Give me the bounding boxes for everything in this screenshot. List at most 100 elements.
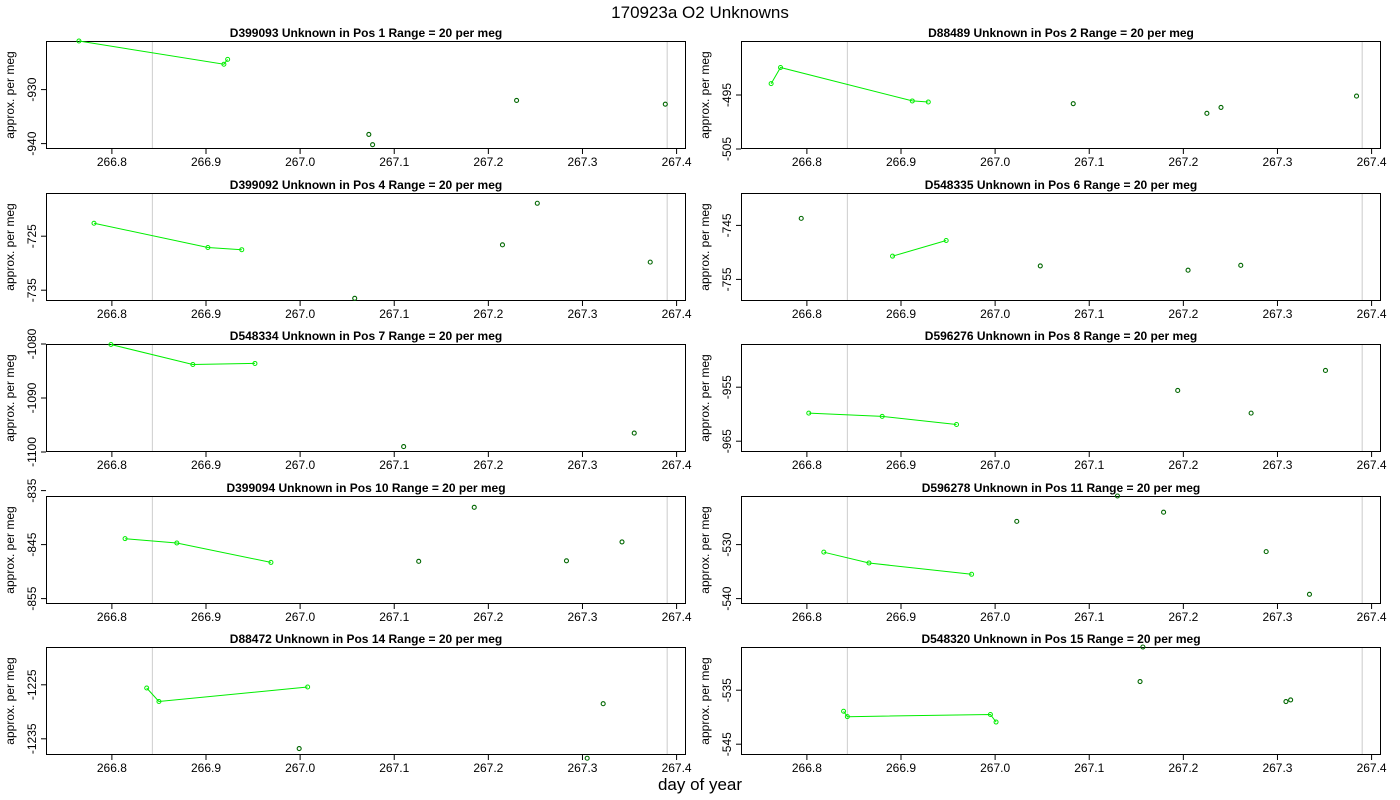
panel-title: D88472 Unknown in Pos 14 Range = 20 per …: [230, 632, 502, 646]
x-tick-label: 267.4: [1357, 458, 1387, 472]
x-tick-label: 267.3: [1262, 610, 1292, 624]
data-point: [619, 539, 625, 545]
y-tick-label: -495: [720, 83, 734, 107]
panel-title: D596278 Unknown in Pos 11 Range = 20 per…: [922, 481, 1200, 495]
y-tick-label: -1090: [25, 382, 39, 413]
x-tick-label: 266.8: [97, 307, 127, 321]
chart-title: 170923a O2 Unknowns: [611, 3, 789, 22]
y-axis-label: approx. per meg: [3, 203, 17, 290]
x-tick-label: 266.9: [886, 155, 916, 169]
x-tick-label: 267.0: [980, 610, 1010, 624]
plot-frame: [46, 647, 686, 755]
y-tick-label: -940: [25, 131, 39, 155]
line-point: [108, 342, 114, 348]
data-point: [401, 444, 407, 450]
x-tick-label: 266.8: [792, 155, 822, 169]
line-point: [969, 571, 975, 577]
x-tick-label: 267.2: [473, 761, 503, 775]
panel-title: D596276 Unknown in Pos 8 Range = 20 per …: [925, 329, 1197, 343]
data-point: [296, 745, 302, 752]
panel-6: D596276 Unknown in Pos 8 Range = 20 per …: [698, 329, 1387, 472]
series-line: [843, 711, 997, 723]
y-tick-label: -845: [25, 532, 39, 556]
x-tick-label: 266.8: [792, 761, 822, 775]
x-tick-label: 267.3: [567, 458, 597, 472]
x-tick-label: 267.2: [473, 458, 503, 472]
x-tick-label: 266.9: [191, 761, 221, 775]
y-tick-label: -725: [25, 224, 39, 248]
y-tick-label: -835: [25, 478, 39, 502]
x-tick-label: 267.2: [473, 610, 503, 624]
data-point: [1238, 262, 1244, 268]
plot-frame: [741, 647, 1381, 755]
panel-3: D399092 Unknown in Pos 4 Range = 20 per …: [3, 178, 692, 321]
line-point: [879, 413, 885, 419]
x-tick-label: 267.1: [1074, 307, 1104, 321]
x-tick-label: 266.9: [886, 458, 916, 472]
x-tick-label: 266.8: [97, 610, 127, 624]
y-axis-label: approx. per meg: [3, 506, 17, 593]
line-point: [144, 685, 150, 691]
line-point: [778, 64, 784, 70]
y-tick-label: -535: [720, 678, 734, 702]
x-tick-label: 267.1: [1074, 761, 1104, 775]
x-tick-label: 267.1: [1074, 155, 1104, 169]
y-tick-label: -755: [720, 267, 734, 291]
y-axis-label: approx. per meg: [3, 657, 17, 744]
data-point: [1283, 698, 1289, 705]
y-tick-label: -540: [720, 586, 734, 610]
data-point: [1204, 110, 1210, 116]
x-tick-label: 266.9: [191, 610, 221, 624]
plot-frame: [741, 344, 1381, 452]
line-point: [841, 708, 847, 714]
x-tick-label: 267.1: [379, 458, 409, 472]
line-point: [909, 98, 915, 104]
y-tick-label: -855: [25, 586, 39, 610]
data-point: [1288, 697, 1294, 703]
line-point: [174, 540, 180, 546]
y-axis-label: approx. per meg: [3, 354, 17, 441]
line-point: [221, 61, 227, 67]
series-line: [78, 40, 228, 65]
x-tick-label: 267.3: [567, 155, 597, 169]
y-tick-label: -1225: [25, 669, 39, 700]
plot-frame: [741, 193, 1381, 301]
x-tick-label: 267.3: [567, 761, 597, 775]
line-point: [190, 362, 196, 368]
x-axis-label: day of year: [657, 775, 743, 794]
x-tick-label: 267.0: [980, 761, 1010, 775]
x-tick-label: 266.8: [792, 458, 822, 472]
series-line: [125, 538, 272, 563]
x-tick-label: 267.1: [1074, 458, 1104, 472]
plot-frame: [46, 193, 686, 301]
line-point: [305, 684, 311, 690]
x-tick-label: 267.0: [980, 458, 1010, 472]
x-tick-label: 267.4: [662, 761, 692, 775]
panel-4: D548335 Unknown in Pos 6 Range = 20 per …: [698, 178, 1387, 321]
plot-frame: [741, 41, 1381, 149]
x-tick-label: 267.4: [662, 610, 692, 624]
x-tick-label: 267.4: [1357, 155, 1387, 169]
data-point: [647, 259, 653, 265]
data-point: [1218, 104, 1224, 110]
y-axis-label: approx. per meg: [698, 657, 712, 744]
x-tick-label: 267.0: [980, 155, 1010, 169]
data-point: [471, 504, 477, 510]
x-tick-label: 266.8: [792, 307, 822, 321]
series-line: [808, 412, 957, 425]
data-point: [631, 430, 637, 436]
y-axis-label: approx. per meg: [3, 51, 17, 138]
x-tick-label: 267.3: [1262, 458, 1292, 472]
series-line: [146, 686, 308, 703]
x-tick-label: 266.9: [191, 307, 221, 321]
line-point: [205, 245, 211, 251]
data-point: [1037, 263, 1043, 269]
x-tick-label: 267.4: [662, 307, 692, 321]
data-point: [798, 215, 804, 221]
data-point: [1137, 679, 1143, 685]
x-tick-label: 267.3: [567, 307, 597, 321]
panel-7: D399094 Unknown in Pos 10 Range = 20 per…: [3, 478, 692, 624]
x-tick-label: 267.0: [285, 761, 315, 775]
data-point: [514, 97, 520, 103]
panel-title: D548320 Unknown in Pos 15 Range = 20 per…: [921, 632, 1200, 646]
